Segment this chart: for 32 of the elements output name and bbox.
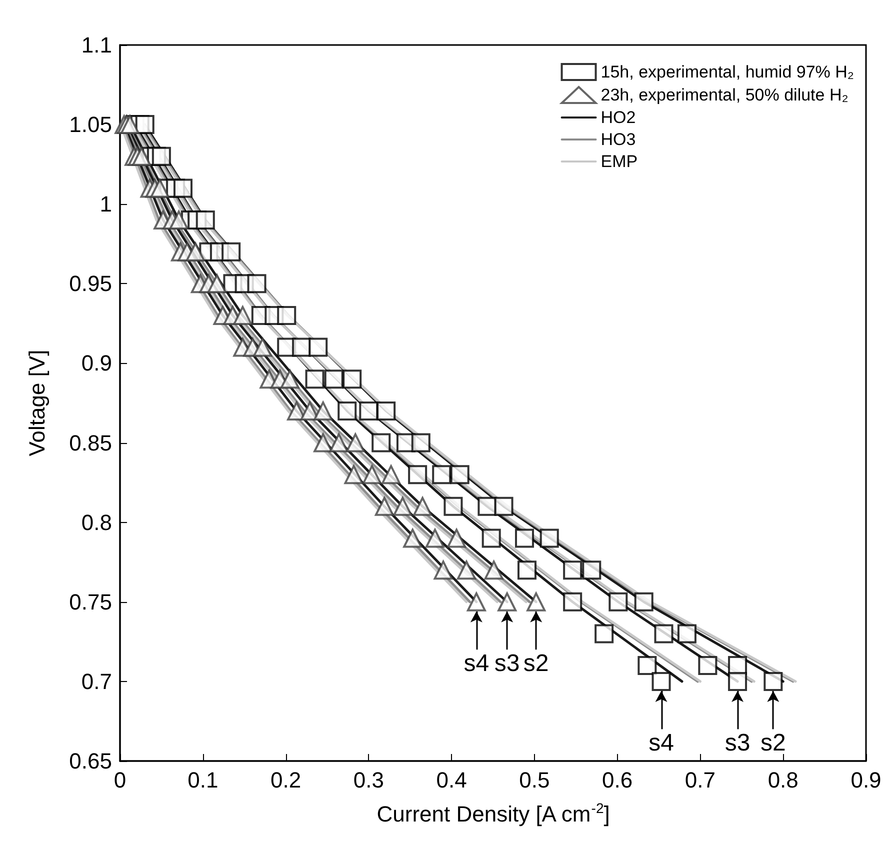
- legend-label: HO2: [600, 108, 636, 127]
- y-tick-label: 0.9: [81, 350, 112, 376]
- x-tick-label: 0.8: [768, 768, 798, 792]
- x-tick-label: 0.5: [519, 768, 550, 792]
- y-tick-label: 0.65: [69, 748, 112, 774]
- x-tick-label: 0.6: [602, 768, 633, 792]
- y-tick-label: 1.05: [69, 112, 112, 138]
- annotation: s4: [464, 650, 490, 678]
- annotation: s2: [523, 650, 549, 678]
- y-tick-label: 1.1: [81, 32, 112, 58]
- y-tick-label: 0.7: [81, 668, 112, 694]
- legend-label: 23h, experimental, 50% dilute H₂: [600, 86, 848, 104]
- annotation: s3: [494, 650, 520, 678]
- x-tick-label: 0.2: [270, 768, 302, 792]
- x-tick-label: 0.1: [188, 768, 218, 792]
- legend-label: 15h, experimental, humid 97% H₂: [600, 62, 854, 82]
- annotation: s2: [760, 730, 786, 757]
- x-tick-label: 0: [114, 768, 126, 792]
- y-tick-label: 0.8: [81, 510, 112, 535]
- x-tick-label: 0.7: [684, 768, 716, 792]
- x-tick-label: 0.4: [436, 768, 467, 792]
- y-tick-label: 0.85: [69, 430, 112, 456]
- x-tick-label: 0.9: [850, 768, 882, 792]
- y-tick-label: 0.75: [69, 589, 112, 614]
- y-tick-label: 1: [100, 192, 112, 217]
- legend-label: HO3: [600, 130, 636, 149]
- y-tick-label: 0.95: [69, 271, 112, 296]
- annotation: s4: [648, 730, 674, 757]
- legend-label: EMP: [600, 152, 638, 171]
- x-tick-label: 0.3: [353, 768, 384, 792]
- annotation: s3: [724, 730, 750, 757]
- y-axis-title: Voltage [V]: [24, 350, 50, 456]
